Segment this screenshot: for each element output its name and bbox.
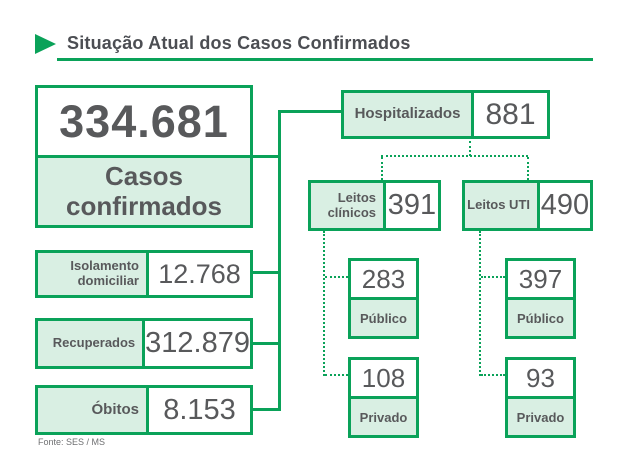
confirmed-cases-box: 334.681 Casos confirmados — [35, 85, 253, 228]
icu-public-box: 397 Público — [505, 258, 576, 339]
page-header: Situação Atual dos Casos Confirmados — [35, 33, 411, 54]
clinical-public-box: 283 Público — [348, 258, 419, 339]
dotted-clinical-drop-line — [381, 157, 383, 180]
confirmed-cases-value: 334.681 — [38, 88, 250, 158]
icu-private-box: 93 Privado — [505, 357, 576, 438]
title-underline — [57, 58, 593, 61]
connector-trunk-line — [278, 110, 281, 411]
connector-main-line — [253, 155, 281, 158]
hospitalized-box: Hospitalizados 881 — [341, 90, 550, 139]
connector-recovered-line — [253, 342, 281, 345]
triangle-bullet-icon — [35, 33, 56, 54]
connector-deaths-line — [253, 408, 281, 411]
clinical-private-label: Privado — [351, 399, 416, 435]
home-isolation-label: Isolamento domiciliar — [38, 253, 149, 295]
connector-isolation-line — [253, 271, 281, 274]
dotted-beds-branch-line — [381, 155, 528, 157]
confirmed-cases-label: Casos confirmados — [38, 158, 250, 225]
dotted-icu-trunk-line — [479, 231, 481, 376]
home-isolation-value: 12.768 — [149, 253, 250, 295]
icu-beds-value: 490 — [540, 183, 590, 228]
icu-private-label: Privado — [508, 399, 573, 435]
deaths-box: Óbitos 8.153 — [35, 385, 253, 435]
clinical-beds-value: 391 — [386, 183, 438, 228]
dotted-clinical-trunk-line — [323, 231, 325, 376]
deaths-label: Óbitos — [38, 388, 149, 432]
clinical-public-label: Público — [351, 300, 416, 336]
dotted-clinical-private-line — [325, 374, 348, 376]
dotted-icu-public-line — [481, 276, 505, 278]
clinical-beds-label: Leitos clínicos — [311, 183, 386, 228]
deaths-value: 8.153 — [149, 388, 250, 432]
dotted-icu-private-line — [481, 374, 505, 376]
recovered-label: Recuperados — [38, 321, 146, 366]
hospitalized-label: Hospitalizados — [344, 93, 474, 136]
recovered-value: 312.879 — [145, 321, 250, 366]
clinical-private-box: 108 Privado — [348, 357, 419, 438]
recovered-box: Recuperados 312.879 — [35, 318, 253, 369]
dotted-icu-drop-line — [527, 157, 529, 180]
clinical-private-value: 108 — [351, 360, 416, 399]
dotted-clinical-public-line — [325, 276, 348, 278]
clinical-public-value: 283 — [351, 261, 416, 300]
icu-public-label: Público — [508, 300, 573, 336]
icu-private-value: 93 — [508, 360, 573, 399]
icu-beds-box: Leitos UTI 490 — [462, 180, 593, 231]
clinical-beds-box: Leitos clínicos 391 — [308, 180, 441, 231]
dotted-hospitalized-drop-line — [469, 141, 471, 156]
home-isolation-box: Isolamento domiciliar 12.768 — [35, 250, 253, 298]
icu-beds-label: Leitos UTI — [465, 183, 540, 228]
page-title: Situação Atual dos Casos Confirmados — [67, 33, 411, 53]
source-note: Fonte: SES / MS — [38, 437, 106, 447]
hospitalized-value: 881 — [474, 93, 547, 136]
icu-public-value: 397 — [508, 261, 573, 300]
connector-hospitalized-line — [278, 110, 341, 113]
